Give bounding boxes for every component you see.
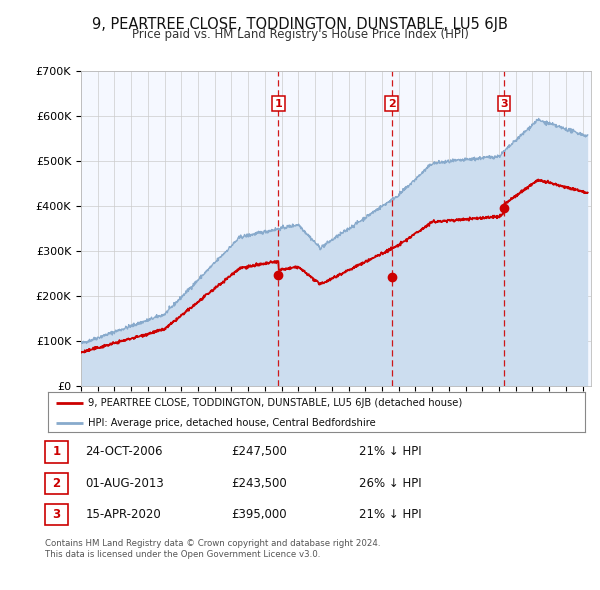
Text: 1: 1 xyxy=(52,445,61,458)
Text: 21% ↓ HPI: 21% ↓ HPI xyxy=(359,508,421,521)
Text: 26% ↓ HPI: 26% ↓ HPI xyxy=(359,477,421,490)
Text: 15-APR-2020: 15-APR-2020 xyxy=(85,508,161,521)
Text: £395,000: £395,000 xyxy=(231,508,287,521)
Text: 24-OCT-2006: 24-OCT-2006 xyxy=(85,445,163,458)
Text: 21% ↓ HPI: 21% ↓ HPI xyxy=(359,445,421,458)
Text: This data is licensed under the Open Government Licence v3.0.: This data is licensed under the Open Gov… xyxy=(45,550,320,559)
Text: 9, PEARTREE CLOSE, TODDINGTON, DUNSTABLE, LU5 6JB (detached house): 9, PEARTREE CLOSE, TODDINGTON, DUNSTABLE… xyxy=(88,398,463,408)
Text: £243,500: £243,500 xyxy=(231,477,287,490)
Text: 1: 1 xyxy=(275,99,283,109)
Text: Price paid vs. HM Land Registry's House Price Index (HPI): Price paid vs. HM Land Registry's House … xyxy=(131,28,469,41)
Text: 3: 3 xyxy=(500,99,508,109)
Text: HPI: Average price, detached house, Central Bedfordshire: HPI: Average price, detached house, Cent… xyxy=(88,418,376,428)
Text: 3: 3 xyxy=(52,508,61,521)
Text: 9, PEARTREE CLOSE, TODDINGTON, DUNSTABLE, LU5 6JB: 9, PEARTREE CLOSE, TODDINGTON, DUNSTABLE… xyxy=(92,17,508,31)
Text: 01-AUG-2013: 01-AUG-2013 xyxy=(85,477,164,490)
Text: Contains HM Land Registry data © Crown copyright and database right 2024.: Contains HM Land Registry data © Crown c… xyxy=(45,539,380,548)
Text: £247,500: £247,500 xyxy=(231,445,287,458)
Text: 2: 2 xyxy=(52,477,61,490)
Text: 2: 2 xyxy=(388,99,395,109)
